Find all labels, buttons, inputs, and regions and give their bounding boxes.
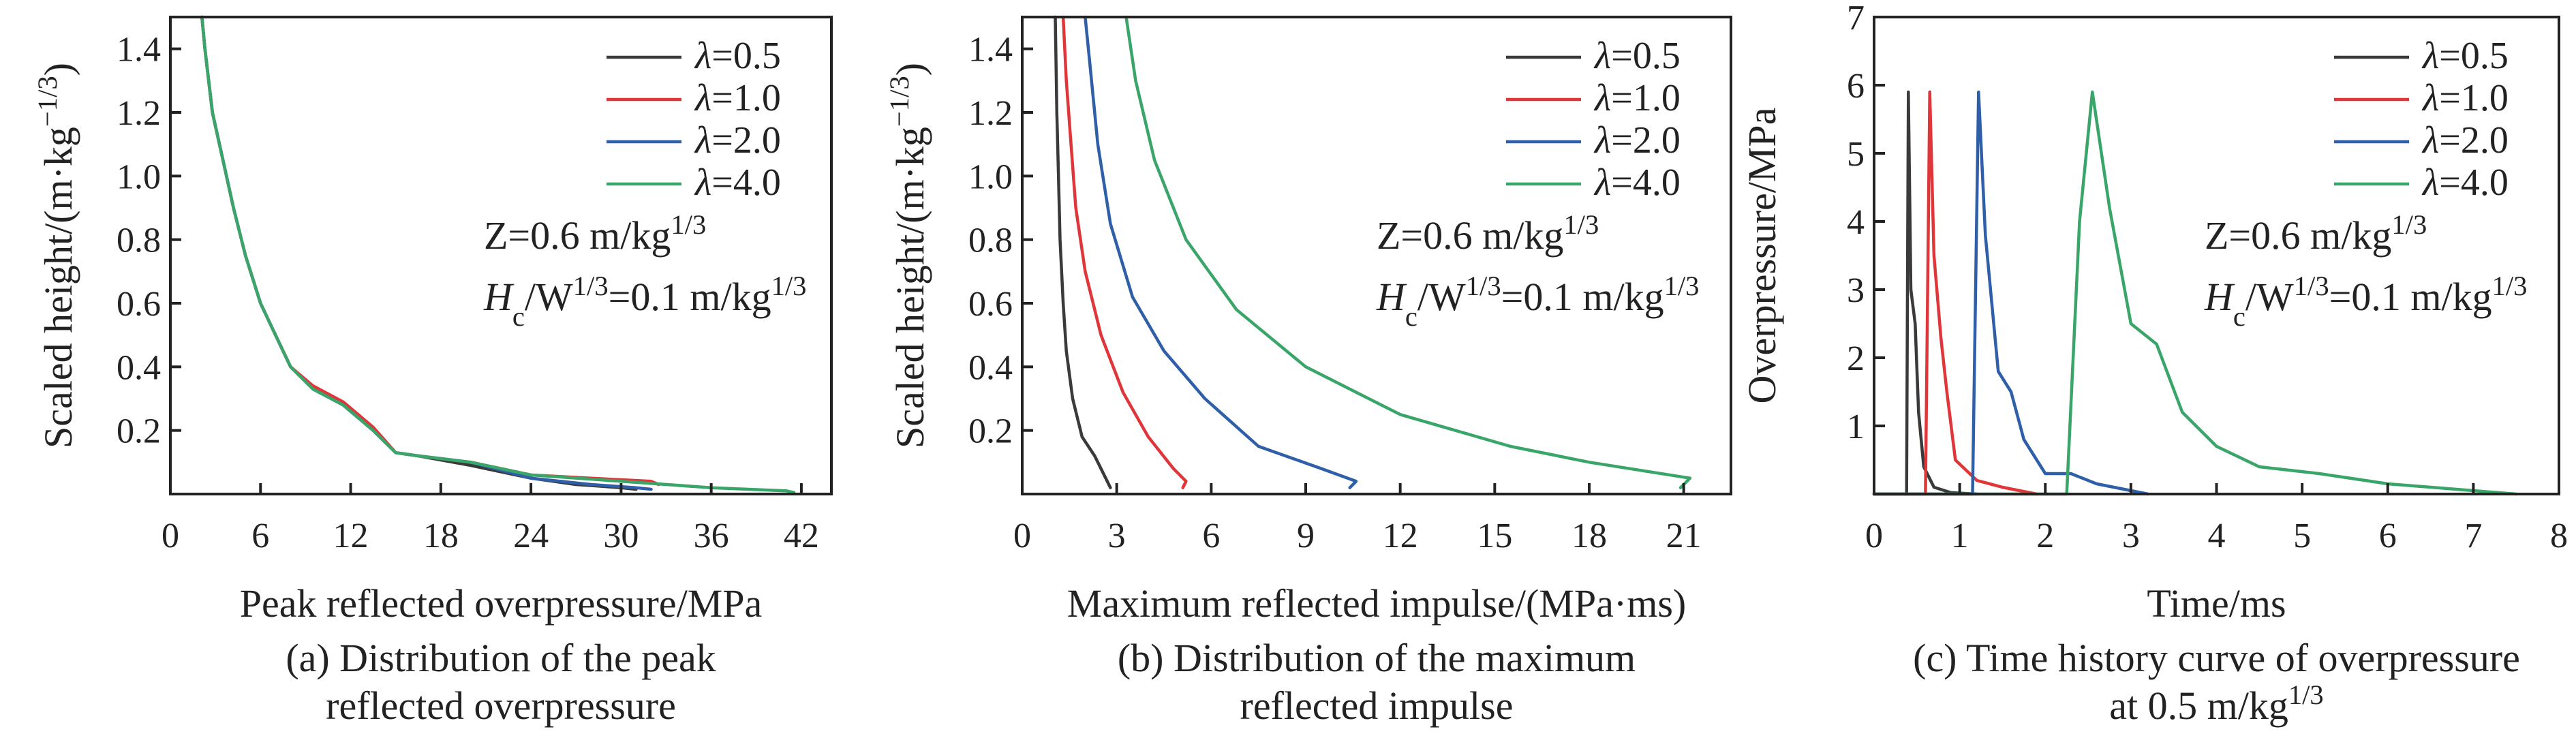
x-tick-label-b-1: 3 [1108, 517, 1126, 555]
x-axis-label-c: Time/ms [2147, 581, 2286, 626]
annotation-line-c-0: Z=0.6 m/kg1/3 [2205, 209, 2427, 258]
y-tick-label-b-1: 0.4 [968, 348, 1013, 387]
legend-label-b-1: λ=1.0 [1593, 77, 1681, 119]
series-line-c-2 [1872, 90, 2150, 496]
y-tick-label-a-6: 1.4 [117, 31, 161, 70]
y-tick-label-b-3: 0.8 [968, 221, 1013, 260]
legend-label-c-2: λ=2.0 [2421, 119, 2509, 162]
y-tick-label-c-5: 6 [1847, 67, 1865, 106]
series-line-a-3 [200, 15, 796, 494]
x-tick-label-c-6: 6 [2379, 517, 2397, 555]
y-tick-label-a-2: 0.6 [117, 285, 161, 324]
x-tick-label-b-4: 12 [1383, 517, 1418, 555]
plot-frame-b [1021, 16, 1732, 495]
legend-label-a-3: λ=4.0 [694, 162, 781, 204]
series-line-b-2 [1084, 15, 1358, 489]
caption-line-c-1: at 0.5 m/kg1/3 [2109, 679, 2323, 728]
caption-line-a-0: (a) Distribution of the peak [286, 636, 716, 680]
x-tick-label-a-2: 12 [333, 517, 369, 555]
x-tick-label-a-3: 18 [423, 517, 459, 555]
y-tick-label-b-2: 0.6 [968, 285, 1013, 324]
caption-line-b-1: reflected impulse [1240, 683, 1514, 728]
x-tick-label-c-3: 3 [2122, 517, 2140, 555]
chart-panel-b: 0 3 6 9 12 15 18 21 0.2 0.4 0.6 0.8 1.0 1.2 1.4 Maximum… [884, 15, 1732, 728]
legend-label-a-1: λ=1.0 [694, 77, 781, 119]
x-tick-label-b-6: 18 [1571, 517, 1607, 555]
y-tick-label-b-6: 1.4 [968, 31, 1013, 70]
x-tick-label-a-0: 0 [162, 517, 179, 555]
x-axis-label-b: Maximum reflected impulse/(MPa·ms) [1067, 581, 1686, 626]
y-tick-label-c-1: 2 [1847, 339, 1865, 378]
x-tick-label-c-5: 5 [2293, 517, 2311, 555]
x-tick-label-a-6: 36 [694, 517, 729, 555]
x-tick-label-c-4: 4 [2208, 517, 2226, 555]
series-line-b-1 [1061, 15, 1188, 489]
x-tick-label-a-4: 24 [513, 517, 549, 555]
annotation-line-b-0: Z=0.6 m/kg1/3 [1377, 209, 1599, 258]
y-tick-label-c-2: 3 [1847, 271, 1865, 310]
legend-label-b-3: λ=4.0 [1593, 162, 1681, 204]
legend-label-c-0: λ=0.5 [2421, 35, 2509, 77]
legend-label-a-2: λ=2.0 [694, 119, 781, 162]
x-tick-label-a-5: 30 [603, 517, 639, 555]
x-tick-label-b-0: 0 [1013, 517, 1031, 555]
legend-label-b-0: λ=0.5 [1593, 35, 1681, 77]
chart-panel-c: 0 1 2 3 4 5 6 7 8 1 2 3 4 5 6 7 Time/ms Overpressure/MPa (… [1740, 0, 2568, 728]
legend-label-c-3: λ=4.0 [2421, 162, 2509, 204]
series-line-c-1 [1872, 90, 2038, 496]
x-tick-label-c-1: 1 [1951, 517, 1969, 555]
chart-panel-a: 0 6 12 18 24 30 36 42 0.2 0.4 0.6 0.8 1.0 1.2 1.4 Peak … [32, 15, 833, 728]
y-tick-label-a-3: 0.8 [117, 221, 161, 260]
series-line-b-3 [1124, 15, 1692, 489]
x-axis-label-a: Peak reflected overpressure/MPa [240, 581, 763, 626]
annotation-line-c-1: Hc/W1/3=0.1 m/kg1/3 [2204, 271, 2527, 332]
x-tick-label-b-5: 15 [1477, 517, 1512, 555]
series-line-c-0 [1872, 90, 1979, 496]
y-axis-label-a: Scaled height/(m·kg−1/3) [32, 63, 81, 448]
caption-line-c-0: (c) Time history curve of overpressure [1913, 636, 2520, 680]
y-tick-label-a-4: 1.0 [117, 157, 161, 196]
x-tick-label-a-1: 6 [251, 517, 269, 555]
y-tick-label-b-4: 1.0 [968, 157, 1013, 196]
y-tick-label-c-3: 4 [1847, 203, 1865, 242]
legend-label-b-2: λ=2.0 [1593, 119, 1681, 162]
chart-panels: 0 6 12 18 24 30 36 420.20.40.60.81.01.21.4Peak … [32, 0, 2569, 728]
x-tick-label-b-7: 21 [1666, 517, 1702, 555]
y-axis-label-c: Overpressure/MPa [1740, 108, 1784, 404]
y-tick-label-c-4: 5 [1847, 135, 1865, 174]
caption-line-b-0: (b) Distribution of the maximum [1118, 636, 1636, 680]
series-line-c-3 [1872, 90, 2518, 496]
y-tick-label-b-0: 0.2 [968, 412, 1013, 451]
y-tick-label-b-5: 1.2 [968, 94, 1013, 133]
legend-label-c-1: λ=1.0 [2421, 77, 2509, 119]
caption-line-a-1: reflected overpressure [326, 683, 676, 728]
x-tick-label-c-7: 7 [2464, 517, 2482, 555]
x-tick-label-a-7: 42 [784, 517, 819, 555]
y-tick-label-a-1: 0.4 [117, 348, 161, 387]
x-tick-label-c-0: 0 [1865, 517, 1883, 555]
x-tick-label-c-8: 8 [2550, 517, 2568, 555]
y-tick-label-c-0: 1 [1847, 408, 1865, 446]
y-tick-label-c-6: 7 [1847, 0, 1865, 37]
plot-frame-a [169, 16, 833, 495]
legend-label-a-0: λ=0.5 [694, 35, 781, 77]
x-tick-label-b-3: 9 [1297, 517, 1315, 555]
annotation-line-a-0: Z=0.6 m/kg1/3 [484, 209, 706, 258]
annotation-line-b-1: Hc/W1/3=0.1 m/kg1/3 [1376, 271, 1699, 332]
annotation-line-a-1: Hc/W1/3=0.1 m/kg1/3 [483, 271, 806, 332]
y-tick-label-a-5: 1.2 [117, 94, 161, 133]
series-line-b-0 [1054, 15, 1112, 489]
y-tick-label-a-0: 0.2 [117, 412, 161, 451]
x-tick-label-b-2: 6 [1202, 517, 1220, 555]
y-axis-label-b: Scaled height/(m·kg−1/3) [884, 63, 933, 448]
x-tick-label-c-2: 2 [2036, 517, 2054, 555]
